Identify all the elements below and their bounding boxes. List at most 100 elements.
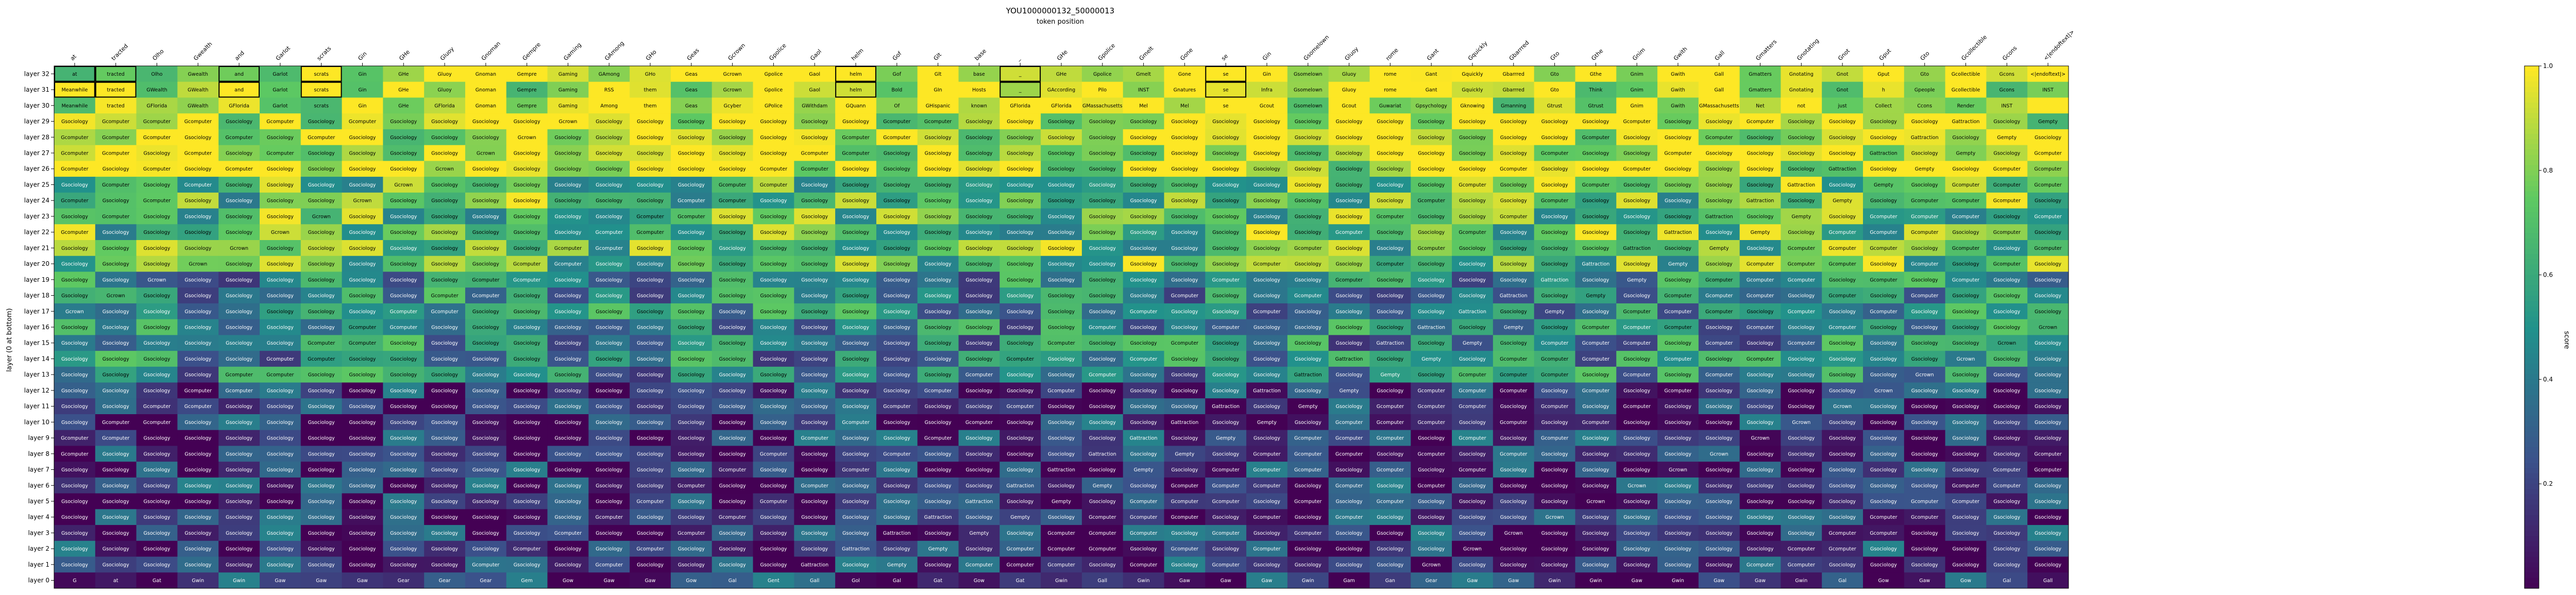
- cell-token-label: Gsociology: [1007, 182, 1033, 188]
- heatmap-cell: [876, 97, 918, 114]
- colorbar-segment: [2524, 536, 2539, 542]
- cell-token-label: Gsociology: [842, 356, 869, 362]
- x-tick-label: Gbarrred: [1508, 39, 1531, 62]
- cell-token-label: Gsociology: [144, 356, 171, 362]
- cell-token-label: Gcomputer: [1993, 467, 2021, 473]
- cell-token-label: Gcomputer: [883, 119, 910, 125]
- cell-token-label: Gsociology: [1089, 562, 1116, 568]
- heatmap-cell: [1369, 97, 1411, 114]
- cell-token-label: Gsociology: [801, 182, 828, 188]
- cell-token-label: Gsociology: [719, 404, 746, 410]
- colorbar-segment: [2524, 259, 2539, 265]
- heatmap-cell: [1164, 66, 1206, 82]
- heatmap-cell: [711, 224, 754, 241]
- cell-token-label: Gsociology: [884, 166, 910, 172]
- colorbar-segment: [2524, 567, 2539, 573]
- cell-token-label: Gcomputer: [1377, 499, 1404, 505]
- cell-token-label: Gsociology: [842, 515, 869, 520]
- cell-token-label: Gsociology: [1747, 151, 1774, 157]
- cell-token-label: Gsociology: [1212, 230, 1239, 235]
- heatmap-cell: [177, 66, 219, 82]
- heatmap-cell: [1369, 129, 1411, 146]
- cell-token-label: Gsociology: [1829, 151, 1856, 157]
- heatmap-cell: [1657, 192, 1699, 209]
- colorbar-segment: [2524, 149, 2539, 155]
- heatmap-cell: [1411, 161, 1452, 177]
- cell-token-label: Gsociology: [514, 293, 540, 299]
- cell-token-label: Gsociology: [226, 182, 252, 188]
- cell-token-label: Gsociology: [1953, 293, 1979, 299]
- cell-token-label: Gsociology: [801, 531, 828, 536]
- cell-token-label: known: [971, 103, 987, 109]
- cell-token-label: Gcomputer: [1418, 388, 1445, 394]
- cell-token-label: Gsociology: [1253, 198, 1280, 204]
- cell-token-label: Gsociology: [1623, 499, 1650, 505]
- cell-token-label: Gcomputer: [184, 151, 212, 157]
- cell-token-label: Gsociology: [1253, 277, 1280, 283]
- cell-token-label: Gsociology: [678, 277, 705, 283]
- cell-token-label: Gsociology: [1665, 135, 1691, 141]
- cell-token-label: Gsociology: [61, 182, 88, 188]
- cell-token-label: Gsociology: [801, 356, 828, 362]
- heatmap-cell: [1616, 192, 1658, 209]
- cell-token-label: Gat: [934, 578, 942, 584]
- cell-token-label: Gsociology: [1253, 499, 1280, 505]
- cell-token-label: Gsociology: [1459, 151, 1486, 157]
- heatmap-cell: [1575, 208, 1617, 225]
- y-tick-label: layer 21: [24, 244, 49, 251]
- heatmap-cell: [630, 129, 671, 146]
- cell-token-label: Gwin: [1549, 578, 1561, 584]
- cell-token-label: Gcomputer: [266, 151, 294, 157]
- y-tick-label: layer 25: [24, 181, 49, 188]
- cell-token-label: Gsociology: [1870, 166, 1897, 172]
- cell-token-label: Gsociology: [308, 404, 335, 410]
- cell-token-label: Gsociology: [760, 531, 787, 536]
- heatmap-cell: [1369, 113, 1411, 130]
- heatmap-cell: [383, 129, 425, 146]
- heatmap-cell: [1657, 145, 1699, 161]
- cell-token-label: Gsociology: [1582, 562, 1609, 568]
- cell-token-label: Gsociology: [226, 198, 252, 204]
- cell-token-label: Gin: [358, 103, 366, 109]
- cell-token-label: Gsociology: [925, 309, 952, 315]
- cell-token-label: rome: [1384, 88, 1397, 93]
- colorbar-segment: [2524, 520, 2539, 526]
- heatmap-cell: [1986, 177, 2028, 193]
- heatmap-cell: [588, 145, 630, 161]
- cell-token-label: rome: [1384, 72, 1397, 77]
- y-tick-label: layer 27: [24, 149, 49, 157]
- cell-token-label: Gsociology: [267, 499, 294, 505]
- cell-token-label: Gsociology: [431, 119, 458, 125]
- cell-token-label: Gcomputer: [2035, 246, 2062, 251]
- heatmap-cell: [259, 113, 301, 130]
- cell-token-label: Gcomputer: [431, 293, 458, 299]
- cell-token-label: Gsociology: [308, 309, 335, 315]
- cell-token-label: Gsociology: [144, 547, 171, 552]
- cell-token-label: Gsociology: [144, 451, 171, 457]
- cell-token-label: Gsociology: [719, 341, 746, 346]
- heatmap-cell: [1986, 145, 2028, 161]
- cell-token-label: Gsociology: [1993, 451, 2020, 457]
- heatmap-cell: [1411, 129, 1452, 146]
- cell-token-label: Gsociology: [1089, 277, 1116, 283]
- heatmap-cell: [999, 224, 1041, 241]
- cell-token-label: Gsociology: [184, 515, 211, 520]
- heatmap-cell: [917, 113, 959, 130]
- cell-token-label: Gcomputer: [1335, 436, 1363, 441]
- cell-token-label: Gnim: [1631, 88, 1643, 93]
- cell-token-label: Gsociology: [1665, 214, 1691, 219]
- cell-token-label: Gsociology: [1295, 309, 1321, 315]
- cell-token-label: Gto: [1550, 72, 1559, 77]
- cell-token-label: Gsociology: [554, 499, 581, 505]
- colorbar-segment: [2524, 452, 2539, 458]
- cell-token-label: Gsociology: [1295, 119, 1321, 125]
- cell-token-label: Gsociology: [226, 293, 252, 299]
- heatmap-cell: [218, 81, 260, 98]
- cell-token-label: Gsociology: [1295, 182, 1321, 188]
- cell-token-label: Gsociology: [1459, 214, 1486, 219]
- heatmap-cell: [1164, 208, 1206, 225]
- cell-token-label: Gattraction: [1828, 166, 1856, 172]
- x-tick-label: helm: [850, 47, 865, 62]
- cell-token-label: Gsociology: [1829, 356, 1856, 362]
- cell-token-label: Gsociology: [965, 388, 992, 394]
